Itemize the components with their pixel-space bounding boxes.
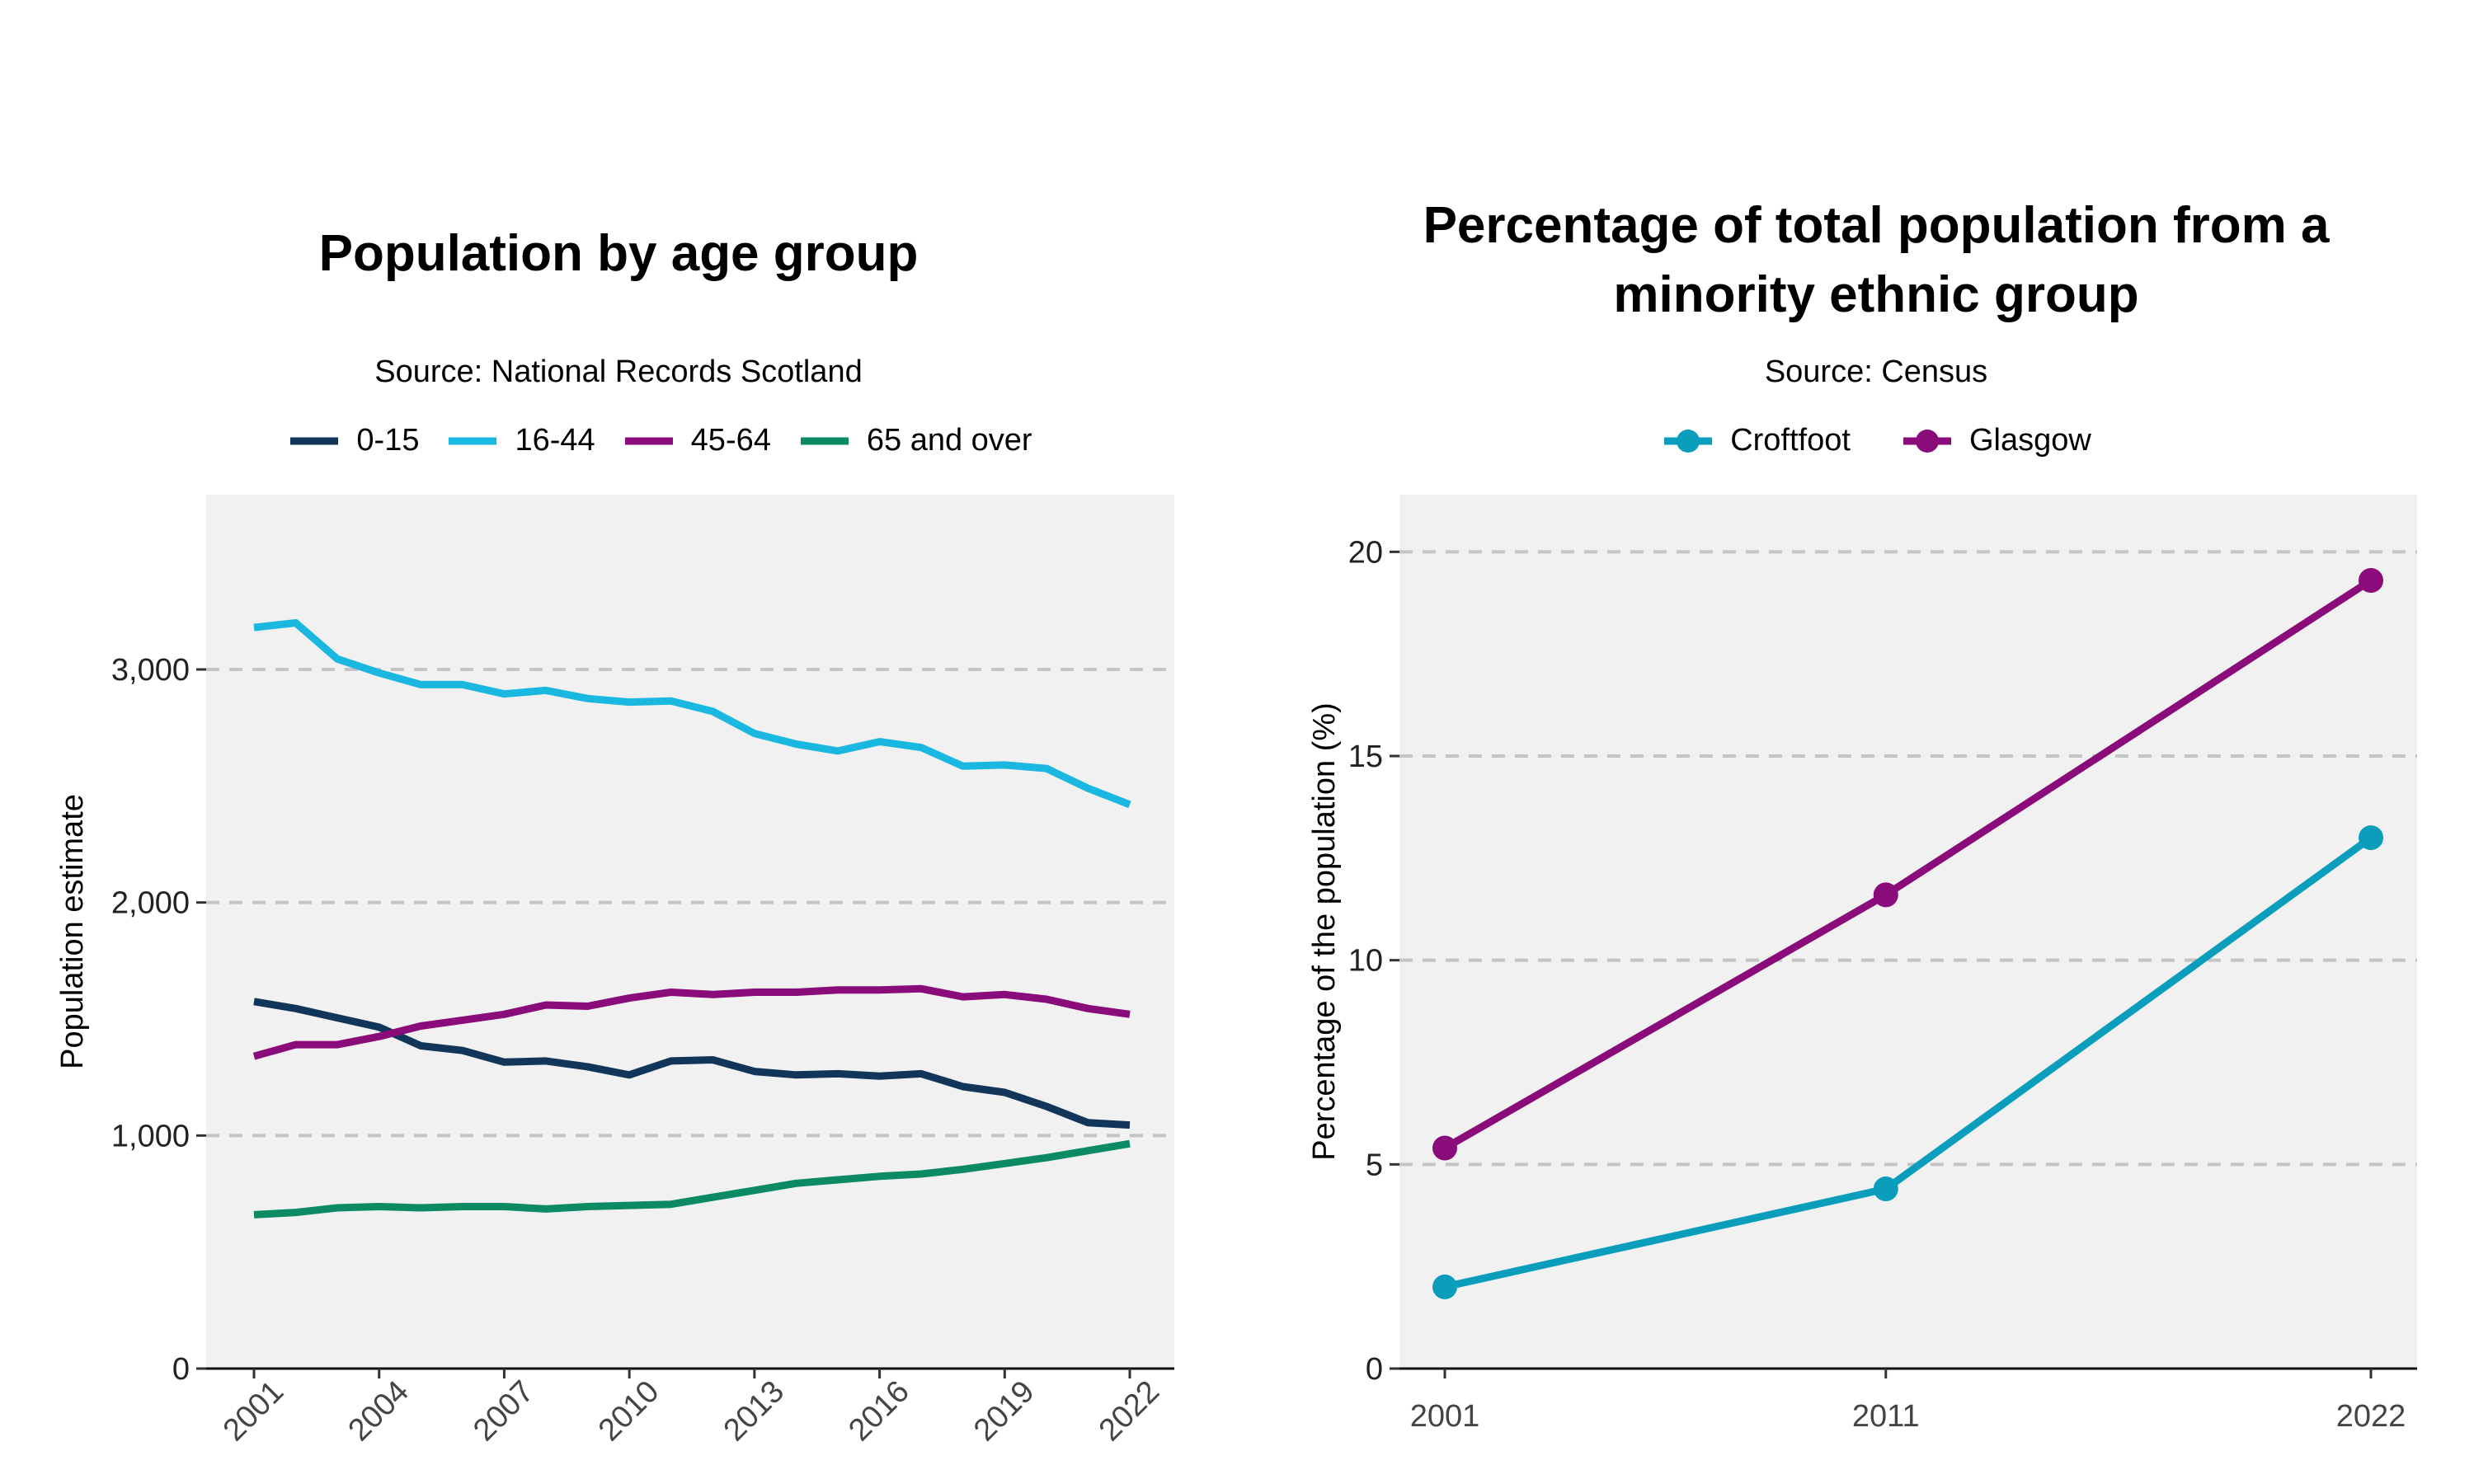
chart-legend: 0-15 16-44 45-64 65 and over bbox=[82, 423, 1237, 458]
x-tick-label: 2011 bbox=[1852, 1399, 1920, 1434]
legend-swatch-marker bbox=[1677, 429, 1700, 453]
chart-subtitle: Source: Census bbox=[1764, 355, 1988, 389]
population-line-plot: 0 1,000 2,000 3,000 2001 2004 2007 2010 2013 2016… bbox=[55, 495, 1174, 1448]
legend-label: Glasgow bbox=[1968, 423, 2091, 458]
legend-item: 16-44 bbox=[445, 423, 595, 458]
x-tick-label: 2016 bbox=[842, 1374, 915, 1448]
population-by-age-chart: Population by age group Source: National… bbox=[55, 225, 1237, 1448]
chart-legend: Croftfoot Glasgow bbox=[1278, 423, 2474, 458]
ethnic-line-plot: 0 5 10 15 20 2001 2011 2022 Percentage of the po… bbox=[1307, 495, 2417, 1434]
y-tick-label: 20 bbox=[1348, 535, 1383, 570]
y-tick-label: 1,000 bbox=[111, 1119, 190, 1153]
y-tick-label: 3,000 bbox=[111, 653, 190, 688]
plot-background bbox=[206, 495, 1174, 1369]
chart-title-line-1: Percentage of total population from a bbox=[1423, 197, 2330, 254]
legend-label: 65 and over bbox=[866, 423, 1032, 458]
legend-label: 45-64 bbox=[690, 423, 771, 458]
legend-swatch bbox=[449, 437, 497, 444]
series-line-0-15 bbox=[253, 998, 1131, 1129]
chart-title: Percentage of total population from a mi… bbox=[1278, 191, 2474, 330]
chart-title: Population by age group bbox=[318, 225, 919, 282]
legend-swatch-marker bbox=[1915, 429, 1939, 453]
chart-title-line-2: minority ethnic group bbox=[1613, 266, 2139, 323]
legend-item: Croftfoot bbox=[1661, 423, 1851, 458]
data-point bbox=[1432, 1274, 1457, 1299]
legend-label: 0-15 bbox=[356, 423, 420, 458]
legend-label: 16-44 bbox=[515, 423, 595, 458]
y-tick-label: 2,000 bbox=[111, 886, 190, 921]
legend-swatch bbox=[290, 437, 339, 444]
x-tick-label: 2004 bbox=[341, 1374, 415, 1448]
y-axis-label: Percentage of the population (%) bbox=[1307, 702, 1342, 1161]
legend-swatch bbox=[1903, 429, 1951, 453]
legend-item: 0-15 bbox=[287, 423, 419, 458]
x-tick-label: 2022 bbox=[2336, 1399, 2406, 1434]
legend-swatch bbox=[624, 437, 673, 444]
legend-label: Croftfoot bbox=[1730, 423, 1851, 458]
x-tick-label: 2007 bbox=[467, 1374, 540, 1448]
legend-item: 45-64 bbox=[622, 423, 771, 458]
y-tick-label: 0 bbox=[1366, 1352, 1383, 1387]
plot-background bbox=[1399, 495, 2417, 1369]
legend-swatch bbox=[1664, 429, 1713, 453]
x-tick-label: 2001 bbox=[1410, 1399, 1480, 1434]
y-tick-label: 10 bbox=[1348, 944, 1383, 979]
x-tick-label: 2022 bbox=[1093, 1374, 1166, 1448]
minority-ethnic-chart: Percentage of total population from a mi… bbox=[1237, 0, 2474, 1484]
legend-item: 65 and over bbox=[797, 423, 1032, 458]
x-tick-label: 2010 bbox=[592, 1374, 666, 1448]
x-tick-label: 2019 bbox=[967, 1374, 1041, 1448]
data-point bbox=[1873, 1176, 1898, 1202]
legend-item: Glasgow bbox=[1900, 423, 2091, 458]
series-line-45-64 bbox=[252, 984, 1131, 1060]
y-axis-label: Population estimate bbox=[55, 794, 90, 1069]
legend-swatch bbox=[800, 437, 849, 444]
y-tick-label: 0 bbox=[172, 1352, 190, 1387]
y-tick-label: 15 bbox=[1348, 740, 1383, 774]
x-tick-label: 2013 bbox=[717, 1374, 791, 1448]
data-point bbox=[2359, 568, 2383, 594]
data-point bbox=[1432, 1135, 1457, 1161]
series-line-16-44 bbox=[253, 619, 1131, 809]
x-tick-label: 2001 bbox=[217, 1374, 290, 1448]
chart-subtitle: Source: National Records Scotland bbox=[374, 355, 863, 389]
data-point bbox=[2359, 825, 2383, 851]
y-tick-label: 5 bbox=[1366, 1148, 1383, 1182]
data-point bbox=[1873, 882, 1898, 908]
series-line-65-and-over bbox=[253, 1139, 1131, 1219]
